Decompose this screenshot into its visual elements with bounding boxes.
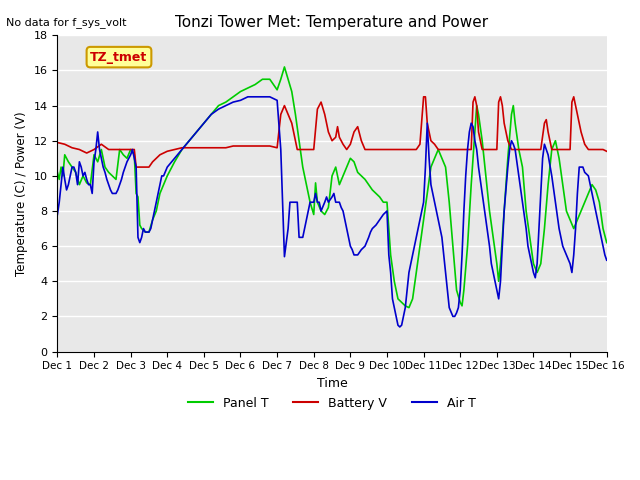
Air T (244, 94, 252, 100)
Air T (141, 229, 149, 235)
Air T (152, 199, 160, 205)
Air T (392, 313, 400, 319)
Text: No data for f_sys_volt: No data for f_sys_volt (6, 17, 127, 28)
Battery V (508, 146, 515, 152)
Battery V (132, 164, 140, 170)
Y-axis label: Temperature (C) / Power (V): Temperature (C) / Power (V) (15, 111, 28, 276)
Panel T (56, 177, 63, 182)
Line: Air T: Air T (58, 97, 607, 327)
Panel T (398, 300, 406, 305)
Battery V (160, 150, 168, 156)
Panel T (500, 208, 508, 214)
Legend: Panel T, Battery V, Air T: Panel T, Battery V, Air T (183, 392, 481, 415)
Panel T (72, 169, 79, 175)
Panel T (405, 305, 413, 311)
Line: Panel T: Panel T (58, 67, 607, 308)
Air T (528, 261, 536, 266)
Air T (388, 296, 396, 302)
Air T (54, 212, 61, 217)
Panel T (573, 217, 581, 223)
Battery V (358, 138, 365, 144)
Air T (490, 270, 497, 276)
Air T (603, 257, 611, 263)
Panel T (603, 240, 611, 245)
Battery V (54, 140, 61, 145)
Battery V (445, 146, 453, 152)
Title: Tonzi Tower Met: Temperature and Power: Tonzi Tower Met: Temperature and Power (175, 15, 488, 30)
X-axis label: Time: Time (317, 377, 348, 390)
Air T (396, 324, 404, 330)
Text: TZ_tmet: TZ_tmet (90, 50, 148, 64)
Panel T (280, 64, 288, 70)
Panel T (490, 234, 497, 240)
Panel T (54, 169, 61, 175)
Battery V (314, 106, 321, 112)
Battery V (603, 148, 611, 154)
Line: Battery V: Battery V (58, 97, 607, 167)
Battery V (420, 94, 428, 100)
Battery V (324, 129, 332, 135)
